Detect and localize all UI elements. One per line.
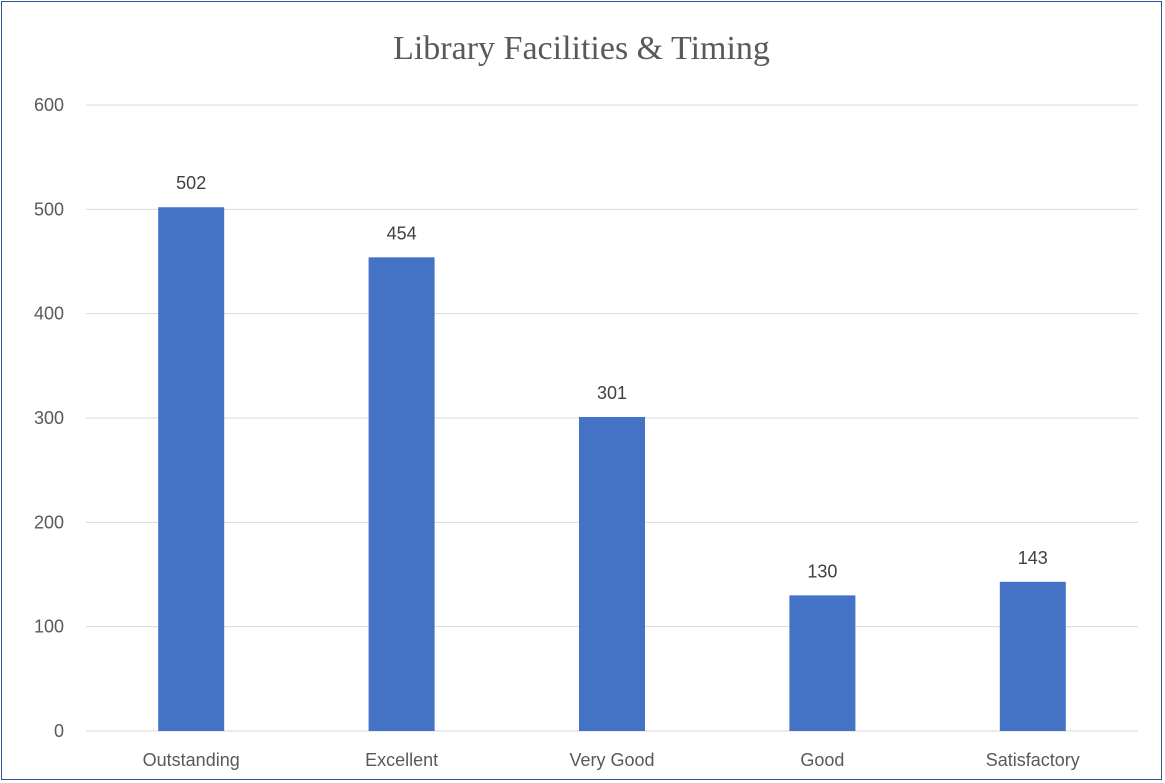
bar-good [789, 595, 856, 731]
y-tick-label: 300 [34, 408, 64, 428]
x-tick-label: Satisfactory [986, 750, 1080, 770]
data-label: 130 [807, 561, 837, 581]
y-tick-label: 500 [34, 199, 64, 219]
y-tick-label: 100 [34, 617, 64, 637]
data-label: 502 [176, 173, 206, 193]
y-tick-label: 200 [34, 512, 64, 532]
x-tick-label: Very Good [569, 750, 654, 770]
bar-satisfactory [999, 581, 1066, 731]
bar-excellent [368, 257, 435, 731]
data-label: 301 [597, 383, 627, 403]
chart-title: Library Facilities & Timing [393, 30, 770, 67]
x-tick-label: Good [800, 750, 844, 770]
y-tick-label: 600 [34, 95, 64, 115]
y-tick-label: 400 [34, 304, 64, 324]
bar-very-good [579, 416, 645, 731]
x-tick-label: Outstanding [143, 750, 240, 770]
bar-outstanding [158, 207, 225, 731]
data-label: 454 [387, 223, 417, 243]
x-tick-label: Excellent [365, 750, 438, 770]
data-label: 143 [1018, 548, 1048, 568]
y-tick-label: 0 [54, 721, 64, 741]
